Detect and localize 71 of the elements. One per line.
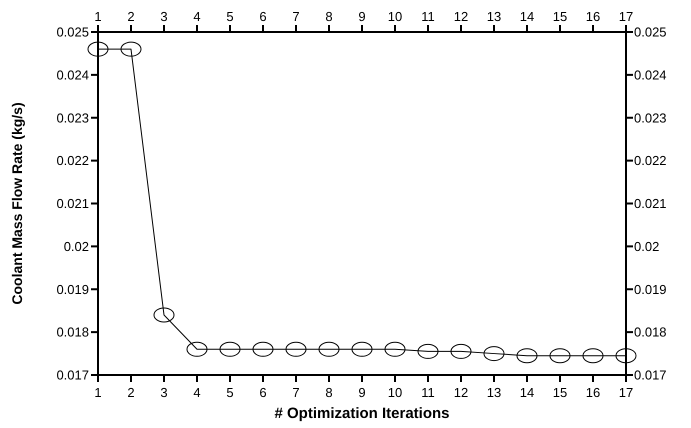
x2-tick-label: 5 <box>226 385 234 400</box>
x-tick-label: 14 <box>520 9 534 24</box>
x2-tick-label: 17 <box>618 385 634 400</box>
point <box>120 42 142 57</box>
y2-tick-label: 0.017 <box>634 368 667 382</box>
x-tick-label: 9 <box>358 9 366 24</box>
point <box>88 42 108 57</box>
point <box>252 342 274 357</box>
x-tick-label: 11 <box>421 9 435 24</box>
x2-tick-label: 11 <box>421 385 435 400</box>
y-axis-title: Coolant Mass Flow Rate (kg/s) <box>9 102 25 305</box>
x2-tick-label: 14 <box>520 385 534 400</box>
x2-tick-label: 8 <box>325 385 333 400</box>
y-tick-label: 0.021 <box>56 196 89 211</box>
x2-tick-label: 4 <box>193 385 201 400</box>
point <box>484 346 504 362</box>
point <box>384 342 406 357</box>
x-tick-label: 2 <box>127 9 135 24</box>
y-tick-label: 0.02 <box>64 238 89 254</box>
y-tick-label: 0.017 <box>56 368 89 382</box>
point <box>418 344 438 359</box>
point <box>450 344 472 359</box>
x-tick-label: 15 <box>552 9 568 24</box>
x-tick-label: 5 <box>226 9 234 24</box>
x-tick-label: 16 <box>586 9 600 24</box>
y-tick-label: 0.018 <box>56 324 89 340</box>
y2-tick-label: 0.023 <box>634 110 667 126</box>
y-tick-label: 0.023 <box>56 110 89 126</box>
y-tick-label: 0.025 <box>56 24 89 40</box>
x2-tick-label: 3 <box>160 385 168 400</box>
x2-tick-label: 10 <box>388 385 402 400</box>
x2-tick-label: 7 <box>292 385 300 400</box>
point <box>286 342 306 357</box>
point <box>186 342 208 357</box>
x-tick-label: 17 <box>618 9 634 24</box>
point <box>352 342 372 357</box>
x-tick-label: 4 <box>193 9 201 24</box>
x2-tick-label: 13 <box>486 385 502 400</box>
point <box>516 348 538 364</box>
y2-tick-label: 0.019 <box>634 282 667 297</box>
y2-tick-label: 0.02 <box>634 238 660 254</box>
point <box>550 348 570 364</box>
y-tick-label: 0.019 <box>56 282 89 297</box>
y2-tick-label: 0.025 <box>634 24 667 40</box>
point <box>220 342 240 357</box>
x-tick-label: 6 <box>259 9 267 24</box>
x2-tick-label: 16 <box>586 385 600 400</box>
point <box>154 307 174 322</box>
y2-tick-label: 0.021 <box>634 196 667 211</box>
y2-tick-label: 0.018 <box>634 324 667 340</box>
x2-tick-label: 12 <box>454 385 468 400</box>
x-tick-label: 8 <box>325 9 333 24</box>
y-tick-label: 0.024 <box>56 67 89 82</box>
point <box>616 348 636 364</box>
x-tick-label: 10 <box>388 9 402 24</box>
y2-tick-label: 0.024 <box>634 67 667 82</box>
y-tick-label: 0.022 <box>56 153 89 168</box>
x-tick-label: 13 <box>486 9 502 24</box>
x-tick-label: 3 <box>160 9 168 24</box>
x2-tick-label: 9 <box>358 385 366 400</box>
point <box>582 348 604 364</box>
x2-tick-label: 1 <box>94 385 102 400</box>
x-axis-title: # Optimization Iterations <box>274 405 450 422</box>
y2-tick-label: 0.022 <box>634 153 667 168</box>
x2-tick-label: 2 <box>127 385 135 400</box>
x-tick-label: 7 <box>292 9 300 24</box>
x2-tick-label: 6 <box>259 385 267 400</box>
x-tick-label: 1 <box>94 9 102 24</box>
x2-tick-label: 15 <box>552 385 568 400</box>
x-tick-label: 12 <box>454 9 468 24</box>
point <box>318 342 340 357</box>
